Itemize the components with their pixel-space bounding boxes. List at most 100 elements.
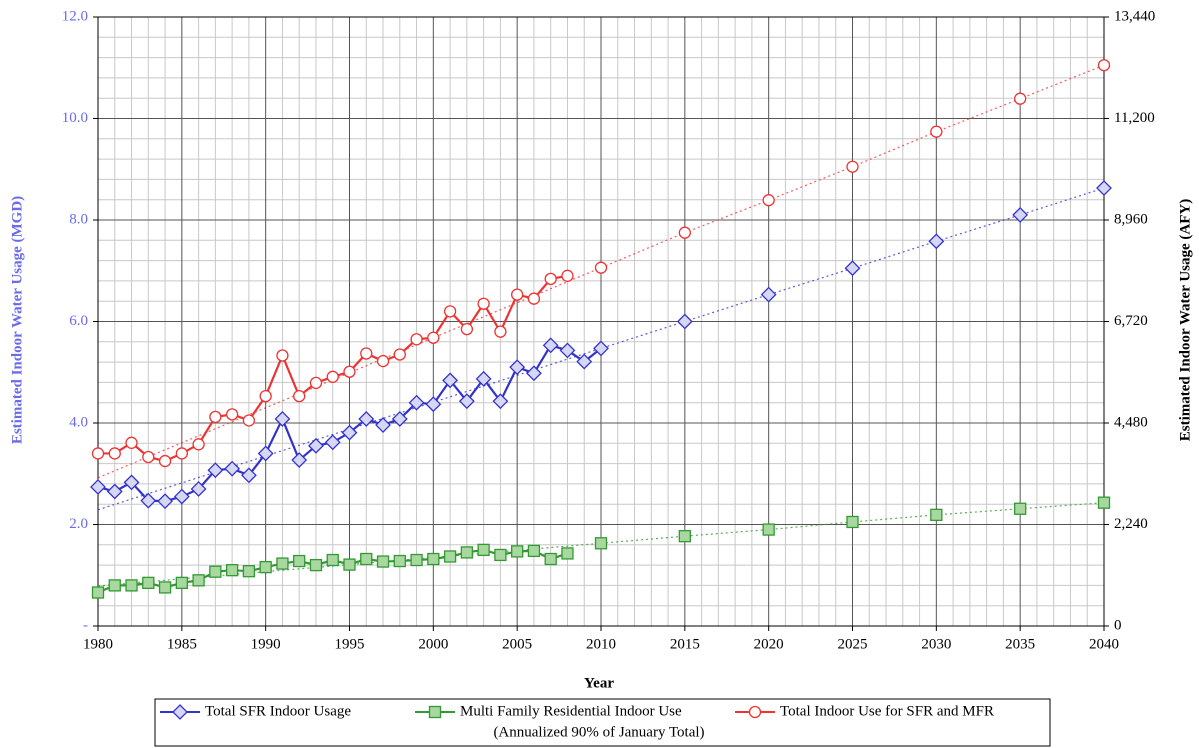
marker (157, 493, 173, 510)
marker (443, 305, 457, 318)
y2-tick-label: 0 (1114, 617, 1122, 633)
marker (561, 547, 574, 560)
marker (158, 454, 172, 468)
x-tick-label: 2030 (921, 636, 951, 652)
marker (762, 523, 775, 536)
y-tick-label: 2.0 (69, 516, 88, 532)
x-tick-label: 2010 (586, 636, 616, 652)
marker (492, 393, 509, 410)
marker (242, 565, 256, 578)
legend-item: Multi Family Residential Indoor Use (415, 703, 682, 719)
marker (108, 579, 121, 592)
marker (175, 447, 188, 460)
marker (324, 434, 341, 451)
marker (844, 260, 861, 277)
marker (846, 515, 859, 529)
marker (123, 474, 140, 491)
marker (391, 411, 408, 427)
marker (172, 704, 188, 720)
x-tick-label: 1995 (335, 636, 365, 652)
legend-label: Multi Family Residential Indoor Use (460, 703, 682, 719)
x-tick-label: 2015 (670, 636, 700, 652)
y2-tick-label: 2,240 (1114, 516, 1148, 532)
marker (594, 261, 608, 274)
marker (427, 552, 440, 566)
marker (209, 410, 222, 424)
legend-label: Total Indoor Use for SFR and MFR (780, 703, 994, 719)
y2-tick-label: 13,440 (1114, 8, 1155, 24)
marker (846, 160, 859, 173)
marker (341, 424, 358, 441)
legend-note: (Annualized 90% of January Total) (493, 724, 704, 740)
marker (224, 460, 241, 477)
marker (207, 462, 224, 479)
marker (192, 438, 205, 451)
marker (326, 553, 339, 567)
trend-line (97, 64, 1105, 479)
marker (360, 552, 373, 566)
marker (360, 347, 373, 360)
legend-item: Total SFR Indoor Usage (160, 703, 351, 720)
y-tick-label: - (83, 617, 88, 633)
trend-line (97, 502, 1105, 587)
marker (1096, 180, 1112, 196)
marker (542, 337, 559, 354)
marker (142, 450, 155, 464)
marker (291, 452, 308, 468)
marker (376, 354, 390, 368)
marker (108, 447, 121, 460)
marker (240, 467, 257, 484)
y2-tick-label: 6,720 (1114, 313, 1148, 329)
marker (376, 555, 390, 568)
marker (1097, 59, 1111, 72)
marker (748, 705, 762, 719)
marker (259, 389, 272, 403)
marker (930, 125, 943, 138)
y-tick-label: 10.0 (62, 110, 88, 126)
y-tick-label: 6.0 (69, 313, 88, 329)
marker (242, 414, 256, 427)
marker (676, 313, 693, 330)
marker (760, 286, 777, 303)
marker (90, 479, 106, 495)
marker (1097, 496, 1111, 509)
marker (544, 552, 557, 566)
marker (593, 340, 609, 357)
marker (326, 370, 339, 383)
marker (1014, 92, 1027, 105)
marker (442, 372, 459, 389)
marker (527, 544, 541, 558)
marker (511, 288, 524, 301)
marker (309, 558, 323, 572)
marker (343, 365, 356, 378)
marker (225, 564, 239, 577)
marker (259, 560, 272, 574)
marker (125, 579, 138, 592)
marker (443, 550, 457, 563)
marker (274, 411, 291, 427)
marker (125, 436, 138, 449)
marker (425, 396, 442, 413)
y-tick-label: 8.0 (69, 211, 88, 227)
marker (276, 557, 289, 570)
x-tick-label: 1985 (167, 636, 197, 652)
x-tick-label: 2040 (1089, 636, 1119, 652)
marker (293, 554, 306, 568)
marker (475, 370, 492, 387)
x-tick-label: 1980 (83, 636, 113, 652)
marker (358, 411, 375, 427)
marker (511, 545, 524, 558)
marker (428, 705, 442, 719)
marker (393, 348, 406, 361)
marker (209, 565, 222, 578)
marker (458, 393, 475, 410)
marker (460, 546, 474, 559)
marker (1012, 207, 1029, 223)
marker (559, 342, 576, 359)
marker (293, 389, 306, 403)
marker (257, 445, 274, 462)
y2-tick-label: 8,960 (1114, 211, 1148, 227)
y2-tick-label: 4,480 (1114, 414, 1148, 430)
marker (276, 349, 289, 362)
